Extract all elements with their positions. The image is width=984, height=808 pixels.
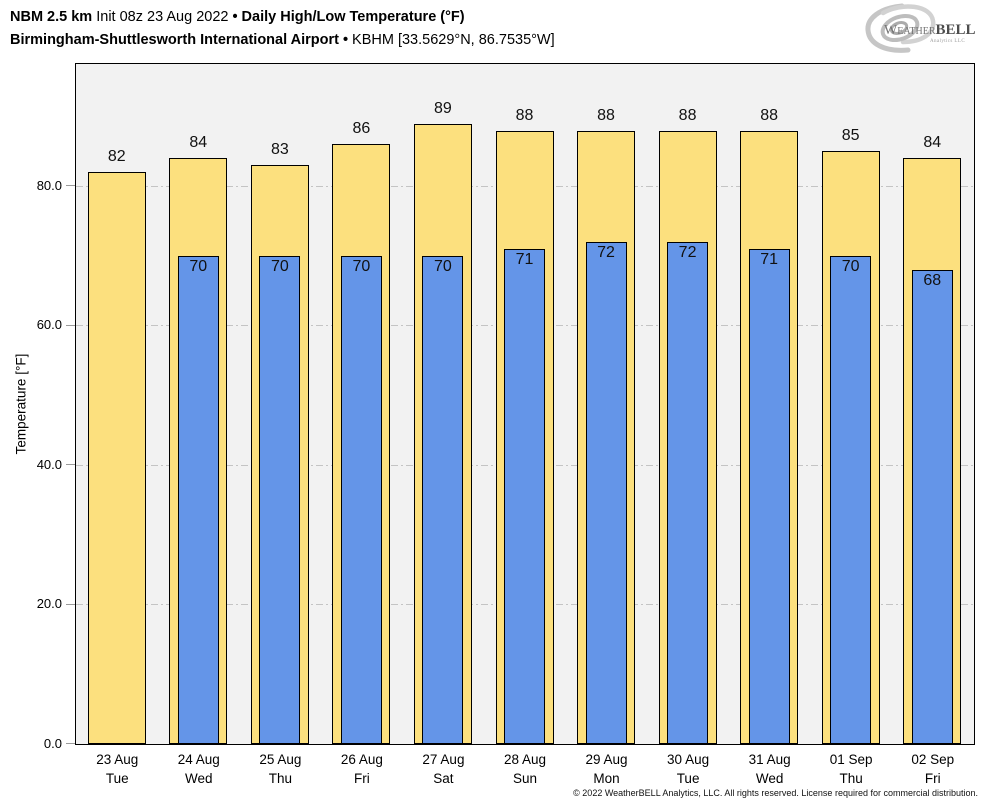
station-name: Birmingham-Shuttlesworth International A…	[10, 32, 339, 48]
x-tick-day: Tue	[676, 771, 700, 786]
high-value-label: 86	[352, 120, 371, 138]
high-value-label: 89	[434, 99, 452, 117]
high-value-label: 88	[678, 106, 697, 124]
low-bar-6	[585, 242, 627, 744]
x-tick-date: 29 Aug	[585, 752, 628, 767]
title-line-1: NBM 2.5 km Init 08z 23 Aug 2022 • Daily Hi…	[10, 6, 555, 29]
logo-text: WeatherBELL	[884, 22, 976, 38]
x-tick-label-8: 31 Aug Wed	[729, 750, 811, 788]
x-tick-date: 31 Aug	[748, 752, 791, 767]
y-tick-label: 60.0	[36, 317, 62, 333]
x-tick-label-5: 28 Aug Sun	[484, 750, 566, 788]
weatherbell-logo-svg: WeatherBELL Analytics LLC	[865, 3, 976, 53]
title-separator: •	[232, 9, 238, 25]
low-value-label: 72	[597, 244, 615, 262]
logo-subtext: Analytics LLC	[930, 39, 965, 44]
low-bar-2	[259, 256, 301, 744]
high-value-label: 85	[841, 127, 860, 145]
init-time: Init 08z 23 Aug 2022	[96, 9, 229, 25]
x-tick-date: 26 Aug	[340, 752, 383, 767]
x-tick-day: Mon	[593, 771, 620, 786]
x-tick-day: Sun	[512, 771, 537, 786]
low-bar-7	[667, 242, 709, 744]
low-value-label: 71	[515, 251, 534, 269]
high-value-label: 82	[107, 148, 126, 166]
x-tick-day: Thu	[839, 771, 863, 786]
x-tick-day: Fri	[924, 771, 941, 786]
high-bar-0	[87, 172, 146, 744]
x-tick-date: 28 Aug	[503, 752, 546, 767]
x-tick-label-4: 27 Aug Sat	[403, 750, 485, 788]
x-tick-date: 25 Aug	[259, 752, 302, 767]
high-value-label: 88	[760, 106, 779, 124]
x-tick-label-0: 23 Aug Tue	[77, 750, 159, 788]
plot-area: 82 84 70 83 70 86 70 89 70 88 71 88 72 88 72 88 71 85 70 84…	[75, 63, 975, 745]
x-tick-label-6: 29 Aug Mon	[566, 750, 648, 788]
x-tick-label-7: 30 Aug Tue	[647, 750, 729, 788]
low-bar-4	[422, 256, 464, 744]
y-tick-label: 20.0	[36, 596, 62, 612]
weatherbell-logo: WeatherBELL Analytics LLC	[862, 3, 980, 55]
low-bar-9	[830, 256, 872, 744]
low-bar-5	[504, 249, 545, 744]
low-bar-3	[340, 256, 382, 744]
y-tick-label: 0.0	[43, 735, 62, 751]
x-tick-label-3: 26 Aug Fri	[321, 750, 403, 788]
x-tick-date: 30 Aug	[667, 752, 710, 767]
x-tick-label-9: 01 Sep Thu	[810, 750, 892, 788]
x-tick-date: 27 Aug	[422, 752, 465, 767]
station-meta: KBHM [33.5629°N, 86.7535°W]	[352, 32, 555, 48]
low-value-label: 70	[841, 258, 860, 275]
y-tick-label: 40.0	[36, 456, 62, 472]
y-tick-mark	[66, 743, 75, 744]
x-tick-label-10: 02 Sep Fri	[892, 750, 974, 788]
x-tick-date: 02 Sep	[911, 752, 955, 767]
x-tick-day: Wed	[185, 771, 213, 786]
low-value-label: 70	[434, 258, 452, 275]
hurricane-swirl-icon	[865, 3, 936, 53]
low-value-label: 68	[923, 271, 942, 289]
product-name: Daily High/Low Temperature (°F)	[241, 9, 465, 25]
y-axis-label: Temperature [°F]	[13, 353, 29, 455]
x-tick-date: 24 Aug	[177, 752, 220, 767]
high-value-label: 84	[923, 134, 942, 152]
low-value-label: 70	[270, 258, 289, 275]
copyright-notice: © 2022 WeatherBELL Analytics, LLC. All r…	[573, 788, 978, 798]
low-bar-8	[748, 249, 790, 744]
x-tick-day: Tue	[105, 771, 129, 786]
y-tick-label: 80.0	[36, 177, 62, 193]
x-tick-date: 01 Sep	[829, 752, 873, 767]
low-value-label: 72	[678, 244, 697, 262]
x-tick-label-1: 24 Aug Wed	[158, 750, 240, 788]
high-value-label: 83	[270, 141, 289, 159]
x-tick-date: 23 Aug	[96, 752, 139, 767]
low-bar-10	[911, 269, 953, 744]
subtitle-separator: •	[342, 32, 349, 48]
title-block: NBM 2.5 km Init 08z 23 Aug 2022 • Daily Hi…	[10, 6, 555, 52]
y-tick-mark	[66, 185, 75, 187]
high-value-label: 88	[515, 106, 534, 124]
low-value-label: 71	[760, 251, 779, 269]
low-value-label: 70	[352, 258, 371, 275]
low-bar-1	[177, 256, 219, 744]
x-tick-day: Fri	[354, 771, 370, 786]
x-tick-label-2: 25 Aug Thu	[240, 750, 322, 788]
x-tick-day: Wed	[755, 771, 784, 786]
y-tick-mark	[66, 603, 75, 605]
x-tick-day: Thu	[268, 771, 292, 786]
high-value-label: 88	[597, 106, 615, 124]
low-value-label: 70	[189, 258, 208, 275]
x-tick-day: Sat	[433, 771, 454, 786]
title-line-2: Birmingham-Shuttlesworth International A…	[10, 29, 555, 52]
y-tick-mark	[66, 464, 75, 466]
model-name: NBM 2.5 km	[10, 9, 93, 25]
y-tick-mark	[66, 324, 75, 326]
high-value-label: 84	[189, 134, 208, 152]
